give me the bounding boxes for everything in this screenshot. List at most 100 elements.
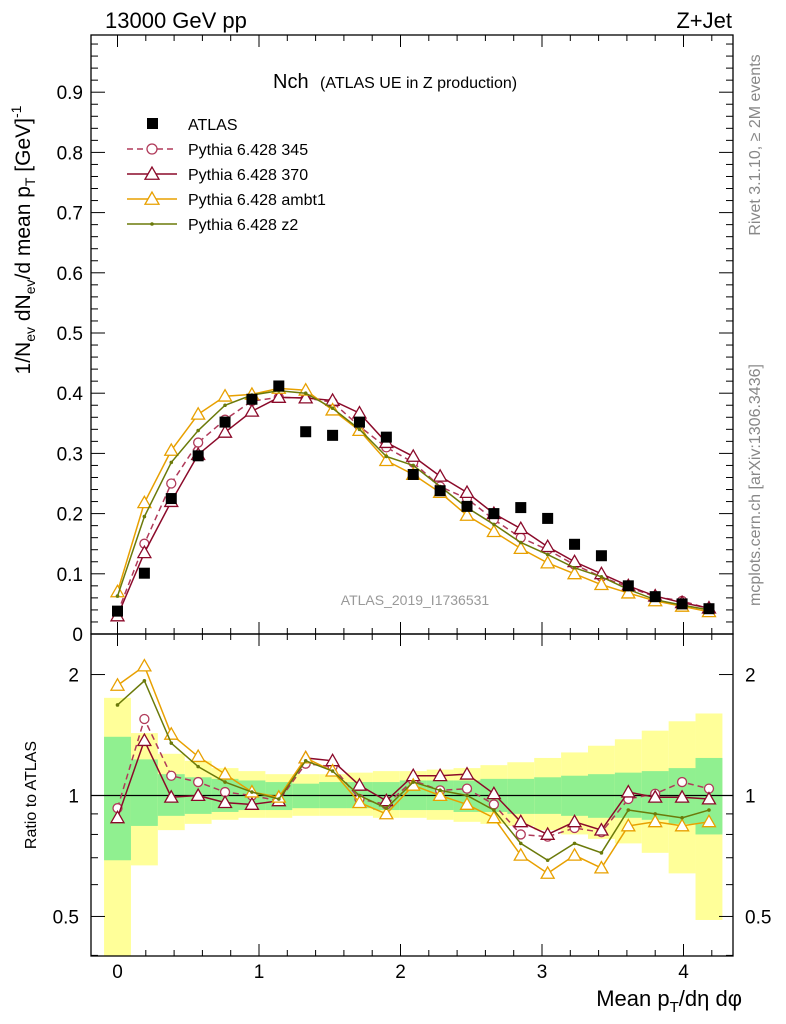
green-uncertainty-band (130, 759, 158, 826)
series-point (166, 478, 177, 489)
y-tick-label: 0.8 (57, 143, 83, 164)
atlas-data-point (488, 508, 500, 520)
atlas-data-point (703, 603, 715, 615)
ratio-point (166, 770, 177, 781)
series-point (136, 544, 153, 559)
ratio-point (653, 812, 657, 816)
ratio-y-axis-title: Ratio to ATLAS (23, 741, 40, 849)
atlas-data-point (434, 485, 446, 497)
ratio-point (136, 658, 153, 672)
ratio-point (465, 793, 469, 798)
green-uncertainty-band (507, 778, 535, 814)
ratio-y-tick-label-right: 1 (745, 787, 756, 808)
ratio-point (411, 780, 416, 784)
ratio-point (351, 777, 368, 791)
atlas-data-point (569, 538, 581, 550)
atlas-data-point (112, 605, 123, 617)
y-tick-label: 0 (72, 625, 83, 646)
y-tick-label: 0.2 (57, 505, 83, 526)
x-tick-label: 4 (678, 962, 689, 983)
series-point (169, 460, 174, 465)
rivet-version-label: Rivet 3.1.10, ≥ 2M events (747, 54, 764, 235)
series-point (330, 406, 335, 411)
ratio-point (142, 678, 147, 683)
ratio-point (647, 814, 663, 828)
ratio-point (515, 829, 526, 840)
legend-marker (146, 143, 158, 155)
atlas-data-point (165, 493, 177, 505)
atlas-data-point (676, 598, 688, 610)
series-point (411, 463, 416, 468)
ratio-point (193, 776, 204, 788)
series-point (193, 437, 204, 448)
series-point (540, 555, 556, 569)
series-point (459, 484, 475, 499)
series-point (244, 403, 260, 417)
y-tick-label: 0.4 (57, 384, 84, 405)
ratio-point (303, 759, 308, 763)
ratio-y-tick-label-right: 2 (745, 666, 756, 687)
legend-marker (150, 222, 154, 226)
series-line (116, 387, 710, 613)
ratio-point (298, 750, 314, 764)
atlas-data-point (595, 550, 607, 562)
legend-label: Pythia 6.428 370 (188, 167, 308, 184)
series-line (116, 390, 710, 611)
y-tick-label: 0.1 (57, 565, 83, 586)
y-tick-label: 0.3 (57, 444, 83, 465)
y-tick-label: 0.7 (57, 204, 83, 225)
legend-label: Pythia 6.428 z2 (188, 217, 298, 234)
atlas-data-point (219, 416, 231, 428)
legend-marker (143, 165, 161, 180)
x-tick-label: 3 (537, 962, 548, 983)
ratio-point (540, 826, 556, 840)
header-left-label: 13000 GeV pp (105, 8, 247, 33)
legend: ATLAS Pythia 6.428 345 Pythia 6.428 370 Pyt… (127, 117, 326, 234)
series-line (116, 396, 710, 617)
ratio-y-tick-label: 2 (68, 666, 79, 687)
ratio-point (217, 794, 233, 809)
series-point (620, 585, 636, 599)
ratio-point (674, 818, 690, 832)
ratio-point (271, 789, 287, 803)
y-tick-label: 0.6 (57, 264, 83, 285)
green-uncertainty-band (104, 736, 131, 861)
header-right-label: Z+Jet (676, 8, 732, 33)
legend-label-atlas: ATLAS (188, 117, 238, 134)
series-point (593, 576, 610, 591)
ratio-point (620, 784, 636, 798)
series-point (271, 389, 287, 403)
ratio-point (599, 851, 604, 855)
ratio-point (432, 767, 448, 782)
ratio-point (384, 806, 389, 810)
ratio-point (244, 796, 260, 810)
series-point (163, 442, 179, 456)
y-axis-title: 1/Nev dNev/d mean pT [GeV]-1 (8, 105, 38, 374)
ratio-point (572, 841, 577, 846)
series-point (513, 540, 529, 555)
ratio-point (190, 787, 206, 802)
ratio-point (593, 822, 610, 836)
atlas-data-point (515, 502, 527, 514)
ratio-point (432, 787, 448, 802)
series-point (540, 538, 556, 553)
x-axis-title: Mean pT/dη dφ (596, 986, 742, 1016)
ratio-point (540, 865, 556, 879)
ratio-point (109, 809, 126, 824)
ratio-point (593, 860, 610, 874)
series-point (217, 388, 233, 402)
atlas-data-point (649, 591, 661, 603)
ratio-point (518, 841, 523, 846)
series-point (566, 565, 583, 580)
ratio-point (196, 764, 200, 769)
ratio-point (223, 780, 227, 784)
ratio-point (357, 793, 362, 798)
legend-label: Pythia 6.428 345 (188, 142, 308, 159)
ratio-point (163, 789, 179, 803)
series-point (513, 520, 529, 535)
ratio-point (626, 808, 631, 812)
atlas-data-point (380, 431, 392, 443)
atlas-data-point (407, 468, 419, 480)
series-point (545, 552, 550, 557)
